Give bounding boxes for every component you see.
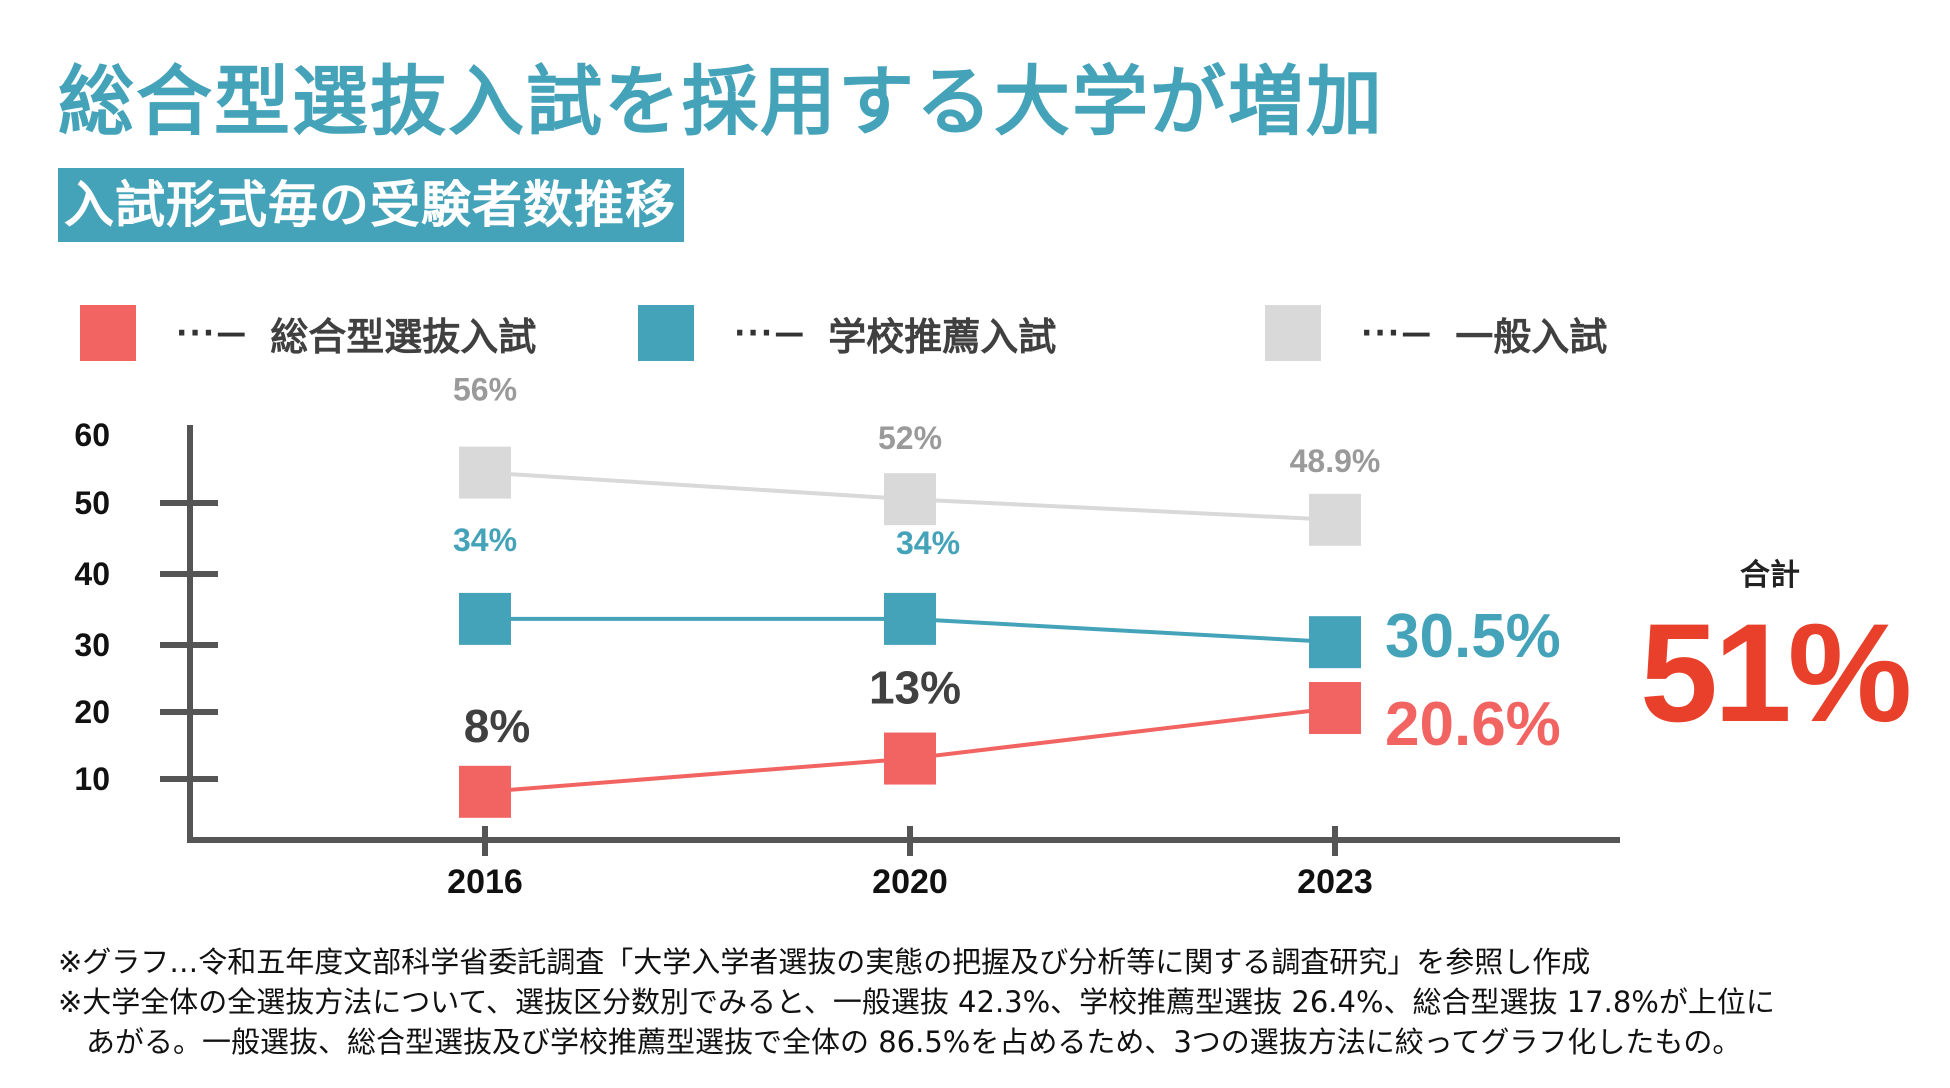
legend-swatch-suisen <box>638 305 694 361</box>
x-tick-label: 2016 <box>447 863 523 901</box>
x-tick-label: 2023 <box>1297 863 1373 901</box>
y-tick-label: 40 <box>74 556 110 592</box>
footnote-breakdown-cont: あがる。一般選抜、総合型選抜及び学校推薦型選抜で全体の 86.5%を占めるため、… <box>86 1025 1742 1059</box>
data-point-sogo <box>884 732 936 785</box>
data-label-ippan: 52% <box>878 420 942 456</box>
data-point-suisen <box>1309 616 1361 669</box>
data-point-suisen <box>459 592 511 645</box>
chart-data-labels: 56% 52% 48.9% 34% 34% 30.5% 8% 13% 20.6% <box>453 372 1561 759</box>
legend-item-ippan: ···— 一般入試 <box>1265 305 1607 361</box>
page-title: 総合型選抜入試を採用する大学が増加 <box>58 57 1384 146</box>
legend-line-suisen: ···— <box>734 315 807 351</box>
x-tick-label: 2020 <box>872 863 948 901</box>
data-point-suisen <box>884 592 936 645</box>
data-point-ippan <box>459 446 511 499</box>
legend-label-ippan: 一般入試 <box>1455 314 1608 359</box>
y-tick-label: 10 <box>74 761 110 797</box>
y-tick-label: 60 <box>74 417 110 453</box>
data-label-suisen: 34% <box>896 525 960 561</box>
y-tick-label: 20 <box>74 694 110 730</box>
chart-axes: 60 50 40 30 20 10 2016 2020 2023 <box>74 417 1620 901</box>
data-point-ippan <box>884 473 936 526</box>
legend-line-sogo: ···— <box>176 315 249 351</box>
legend-label-sogo: 総合型選抜入試 <box>270 314 537 359</box>
data-label-suisen: 30.5% <box>1385 602 1561 671</box>
data-label-sogo: 8% <box>464 700 530 752</box>
legend-item-suisen: ···— 学校推薦入試 <box>638 305 1056 361</box>
legend-swatch-sogo <box>80 305 136 361</box>
legend-swatch-ippan <box>1265 305 1321 361</box>
y-tick-label: 50 <box>74 485 110 521</box>
data-label-ippan: 48.9% <box>1290 443 1381 479</box>
chart-series <box>459 446 1361 818</box>
legend-line-ippan: ···— <box>1361 315 1434 351</box>
total-value: 51% <box>1640 594 1912 751</box>
total-label: 合計 <box>1740 558 1800 593</box>
data-label-suisen: 34% <box>453 522 517 558</box>
data-label-ippan: 56% <box>453 372 517 408</box>
data-label-sogo: 20.6% <box>1385 690 1561 759</box>
y-tick-label: 30 <box>74 627 110 663</box>
footnote-source: ※グラフ…令和五年度文部科学省委託調査「大学入学者選抜の実態の把握及び分析等に関… <box>58 945 1591 979</box>
data-label-sogo: 13% <box>869 662 961 714</box>
data-point-sogo <box>459 765 511 818</box>
legend-item-sogo: ···— 総合型選抜入試 <box>80 305 536 361</box>
data-point-sogo <box>1309 682 1361 735</box>
footnote-breakdown: ※大学全体の全選抜方法について、選抜区分数別でみると、一般選抜 42.3%、学校… <box>58 985 1775 1019</box>
chart-subtitle: 入試形式毎の受験者数推移 <box>58 168 684 242</box>
footnotes: ※グラフ…令和五年度文部科学省委託調査「大学入学者選抜の実態の把握及び分析等に関… <box>58 942 1775 1062</box>
legend-label-suisen: 学校推薦入試 <box>828 314 1057 359</box>
data-point-ippan <box>1309 493 1361 546</box>
